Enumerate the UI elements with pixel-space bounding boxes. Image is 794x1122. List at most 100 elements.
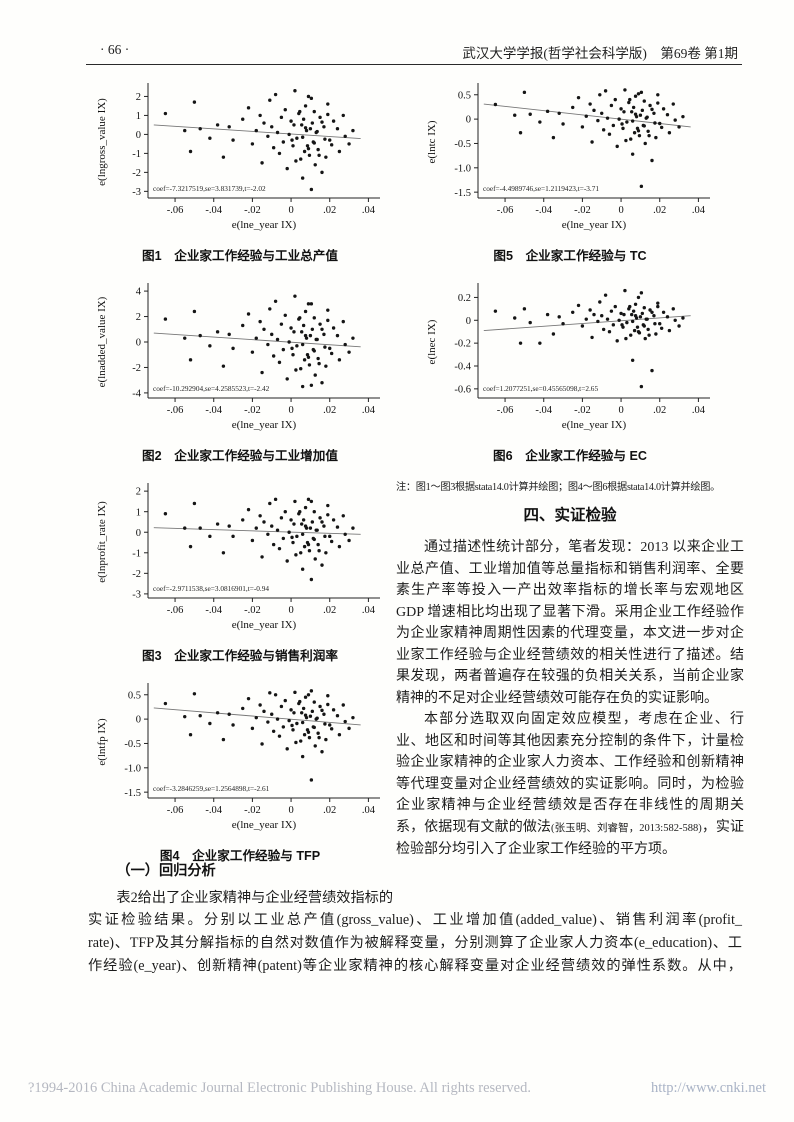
- scatter-point: [198, 714, 202, 718]
- x-tick-label: -.02: [244, 405, 261, 416]
- scatter-point: [290, 535, 294, 540]
- scatter-point: [312, 509, 316, 514]
- scatter-point: [329, 727, 334, 731]
- x-tick-label: .02: [653, 205, 666, 216]
- scatter-point: [163, 701, 168, 706]
- scatter-point: [183, 526, 187, 530]
- scatter-point: [628, 97, 632, 102]
- scatter-point: [192, 100, 197, 104]
- scatter-point: [642, 324, 646, 328]
- y-tick-label: 1: [136, 111, 141, 122]
- scatter-point: [295, 721, 299, 726]
- lead-line: 表2给出了企业家精神与企业经营绩效指标的: [116, 890, 394, 906]
- scatter-point: [323, 534, 327, 539]
- scatter-point: [295, 136, 299, 140]
- scatter-point: [331, 518, 336, 522]
- x-tick-label: -.02: [244, 605, 261, 616]
- scatter-point: [309, 499, 314, 504]
- x-tick-label: 0: [288, 605, 293, 616]
- scatter-point: [302, 358, 307, 362]
- scatter-point: [645, 317, 649, 321]
- scatter-point: [192, 692, 197, 696]
- scatter-point: [289, 518, 293, 522]
- trend-line: [153, 332, 361, 348]
- scatter-point: [580, 324, 585, 328]
- scatter-point: [300, 123, 304, 127]
- scatter-point: [347, 538, 351, 543]
- scatter-point: [561, 322, 565, 326]
- y-tick-label: 0: [136, 715, 141, 726]
- scatter-point: [281, 536, 286, 541]
- scatter-point: [306, 302, 311, 306]
- scatter-point: [303, 524, 308, 528]
- page-footer: ?1994-2016 China Academic Journal Electr…: [28, 1080, 766, 1097]
- cnki-link[interactable]: http://www.cnki.net: [650, 1080, 766, 1096]
- scatter-point: [303, 104, 308, 108]
- scatter-point: [275, 130, 280, 135]
- scatter-point: [561, 122, 565, 126]
- scatter-point: [304, 128, 309, 133]
- scatter-point: [647, 333, 651, 337]
- scatter-point: [584, 114, 588, 118]
- scatter-point: [254, 715, 258, 720]
- scatter-point: [273, 92, 278, 97]
- scatter-point: [335, 525, 340, 529]
- x-tick-label: .04: [362, 805, 376, 816]
- scatter-point: [301, 706, 306, 711]
- scatter-point: [277, 360, 282, 365]
- scatter-point: [658, 121, 662, 126]
- scatter-point: [324, 155, 328, 159]
- scatter-point: [538, 120, 542, 124]
- scatter-point: [607, 132, 612, 136]
- x-tick-label: -.02: [574, 205, 591, 216]
- scatter-point: [635, 325, 640, 329]
- scatter-point: [642, 124, 646, 128]
- scatter-point: [250, 726, 255, 731]
- scatter-point: [576, 95, 581, 100]
- scatter-point: [302, 149, 307, 154]
- x-tick-label: .04: [692, 205, 706, 216]
- scatter-point: [215, 123, 220, 127]
- scatter-point: [273, 693, 278, 697]
- scatter-point: [331, 119, 336, 123]
- scatter-point: [347, 726, 351, 731]
- scatter-point: [306, 497, 311, 502]
- scatter-point: [329, 351, 334, 356]
- scatter-point: [538, 341, 542, 345]
- scatter-point: [308, 127, 313, 131]
- scatter-point: [341, 319, 345, 324]
- scatter-point: [163, 111, 168, 116]
- scatter-point: [285, 559, 289, 563]
- scatter-point: [605, 317, 610, 321]
- scatter-point: [667, 131, 672, 135]
- scatter-point: [295, 534, 299, 539]
- scatter-point: [603, 293, 608, 297]
- scatter-point: [266, 342, 270, 347]
- y-tick-label: -1: [132, 548, 141, 559]
- scatter-point: [294, 368, 298, 372]
- scatter-point: [513, 316, 517, 320]
- y-tick-label: 0: [136, 338, 141, 349]
- scatter-point: [293, 499, 297, 504]
- scatter-point: [322, 332, 326, 337]
- scatter-point: [300, 720, 305, 725]
- scatter-point: [588, 102, 592, 106]
- scatter-point: [619, 107, 623, 111]
- scatter-point: [625, 120, 629, 124]
- scatter-point: [659, 326, 664, 330]
- scatter-point: [227, 332, 231, 337]
- scatter-point: [277, 546, 282, 551]
- scatter-point: [254, 526, 258, 530]
- scatter-point: [326, 308, 330, 312]
- scatter-point: [262, 327, 266, 331]
- y-tick-label: 0: [466, 115, 471, 126]
- scatter-point: [291, 353, 295, 357]
- scatter-point: [661, 310, 666, 314]
- scatter-point: [301, 518, 306, 522]
- scatter-point: [629, 137, 633, 141]
- x-tick-label: .02: [323, 805, 336, 816]
- scatter-point: [639, 291, 644, 295]
- scatter-point: [246, 696, 251, 701]
- scatter-point: [329, 143, 334, 147]
